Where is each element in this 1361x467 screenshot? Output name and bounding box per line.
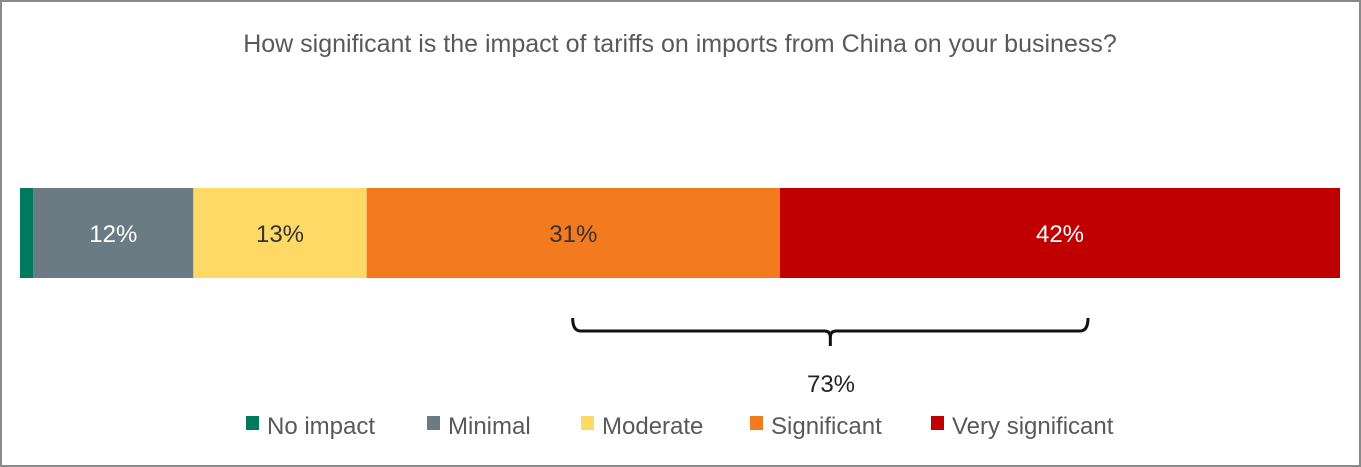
legend-item-moderate: Moderate [581, 413, 703, 440]
bar-no-impact [20, 188, 34, 278]
bar-group: 12% 13% 31% 42% [20, 188, 1340, 278]
legend-label: No impact [267, 413, 375, 440]
legend-item-minimal: Minimal [427, 413, 531, 440]
data-label-moderate: 13% [256, 221, 304, 248]
bar-minimal [33, 188, 194, 278]
annotation-label: 73% [807, 371, 855, 398]
bracket-annotation [571, 317, 1090, 346]
legend-label: Very significant [952, 413, 1114, 440]
legend-label: Moderate [602, 413, 703, 440]
data-label-very-significant: 42% [1036, 221, 1084, 248]
data-label-significant: 31% [549, 221, 597, 248]
bar-very-significant [780, 188, 1340, 278]
data-label-minimal: 12% [89, 221, 137, 248]
bar-moderate [193, 188, 367, 278]
legend-swatch [427, 416, 440, 430]
legend-label: Minimal [448, 413, 531, 440]
legend: No impact Minimal Moderate Significant Very … [246, 413, 1114, 440]
legend-item-significant: Significant [750, 413, 882, 440]
legend-label: Significant [771, 413, 882, 440]
legend-swatch [581, 416, 594, 430]
chart-title: How significant is the impact of tariffs… [243, 30, 1117, 58]
legend-swatch [931, 416, 944, 430]
legend-swatch [750, 416, 763, 430]
bracket-line [571, 317, 1090, 346]
legend-item-very-significant: Very significant [931, 413, 1114, 440]
legend-swatch [246, 416, 259, 430]
bar-significant [366, 188, 780, 278]
legend-item-no-impact: No impact [246, 413, 375, 440]
